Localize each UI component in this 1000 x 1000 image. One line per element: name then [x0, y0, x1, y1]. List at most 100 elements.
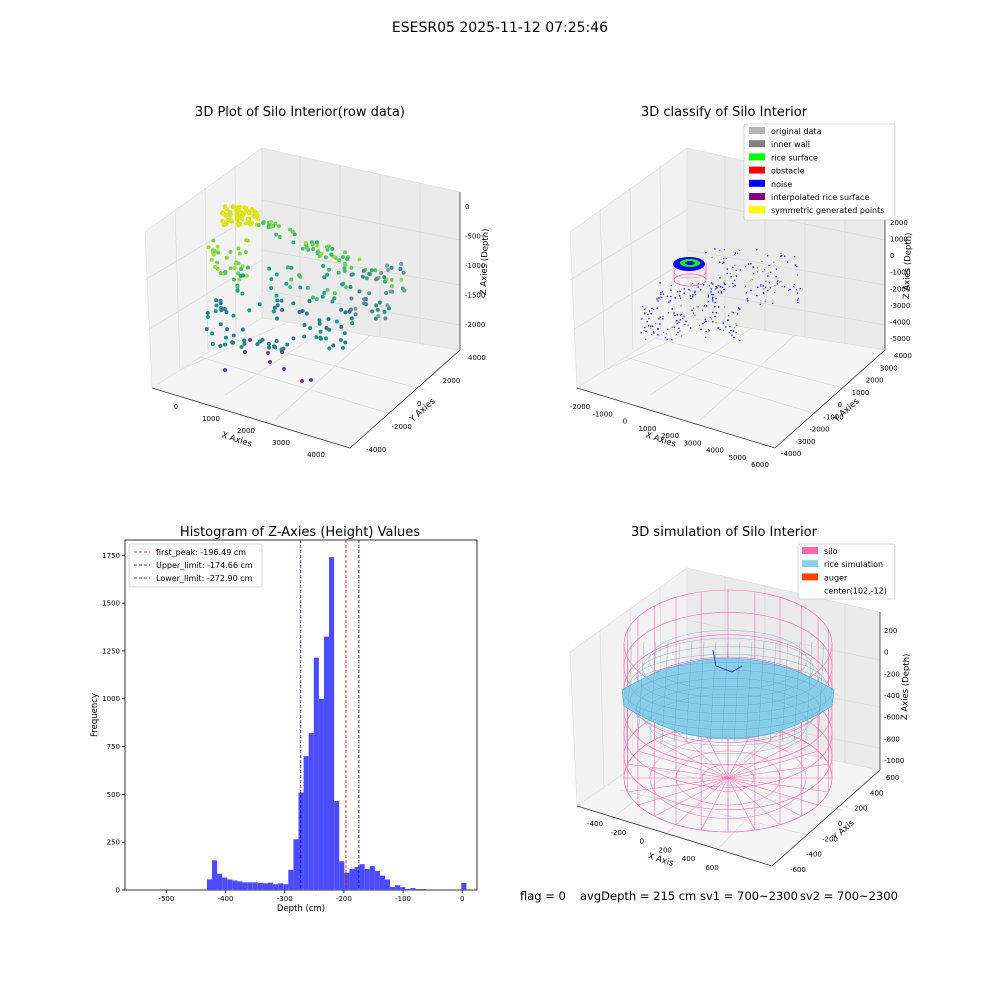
raw-point [298, 285, 303, 290]
raw-point [240, 264, 245, 269]
simulation-3d-plot[interactable]: 3D simulation of Silo Interior -400-2000… [569, 525, 912, 874]
raw-point [329, 252, 334, 257]
rice-mesh-line [649, 641, 657, 743]
classify-point [735, 269, 737, 272]
classify-point [691, 283, 694, 285]
histogram-chart[interactable]: Histogram of Z-Axies (Height) Values -50… [90, 525, 478, 914]
simulation-z-tick-label: -200 [884, 670, 900, 678]
classify-z-tick-label: -2000 [890, 285, 910, 293]
classify-point [644, 326, 646, 329]
raw-x-ticks: 0 1000 2000 3000 4000 [174, 403, 325, 459]
classify-legend: original data inner wall rice surface obsta… [743, 123, 896, 221]
raw-point [268, 360, 272, 364]
classify-point [645, 338, 647, 340]
raw-point [389, 265, 394, 270]
classify-point [737, 252, 739, 254]
raw-point [280, 350, 284, 354]
rice-mesh-line [625, 641, 633, 743]
raw-point [274, 232, 279, 237]
histogram-bar [283, 884, 289, 890]
raw-point [300, 379, 304, 383]
raw-3d-plot[interactable]: 3D Plot of Silo Interior(row data) 0 1000… [144, 105, 491, 459]
raw-point [228, 266, 233, 271]
classify-point [734, 264, 736, 267]
histogram-y-tick-label: 500 [107, 791, 120, 799]
raw-z-tick-label: 0 [465, 203, 469, 211]
classify-point [723, 258, 725, 260]
histogram-bar [385, 879, 391, 890]
raw-point [302, 322, 307, 327]
classify-x-tick-label: 2000 [661, 432, 679, 440]
status-sv2: sv2 = 700~2300 [800, 889, 898, 903]
raw-point [235, 221, 241, 226]
classify-point [764, 300, 767, 303]
classify-point [734, 252, 736, 254]
classify-point [704, 336, 707, 338]
simulation-y-tick-label: 400 [870, 789, 883, 797]
raw-y-tick-label: 2000 [443, 377, 461, 385]
raw-point [267, 266, 272, 271]
classify-3d-plot[interactable]: 3D classify of Silo Interior -2000-10000… [569, 105, 914, 469]
classify-point [661, 291, 664, 293]
raw-point [308, 325, 313, 330]
classify-point [677, 291, 679, 293]
classify-point [760, 285, 762, 288]
classify-point [715, 285, 717, 288]
classify-legend-label: symmetric generated points [771, 206, 884, 215]
histogram-x-tick-label: -500 [158, 895, 174, 903]
classify-point [768, 282, 771, 284]
raw-point [218, 301, 223, 306]
classify-point [694, 293, 697, 296]
raw-point [402, 288, 407, 293]
simulation-x-tick-label: -200 [610, 829, 626, 837]
classify-point [738, 307, 740, 309]
raw-point [386, 306, 391, 311]
raw-x-tick-label: 3000 [272, 439, 290, 447]
classify-point [712, 283, 714, 285]
classify-point [735, 323, 737, 325]
classify-legend-label: noise [771, 180, 792, 189]
classify-point [736, 324, 738, 326]
rice-mesh-line [817, 641, 825, 743]
classify-point [657, 328, 660, 330]
raw-point [205, 314, 210, 319]
classify-point [723, 288, 725, 291]
classify-point [684, 323, 686, 326]
raw-point [362, 301, 367, 306]
raw-point [310, 242, 315, 247]
rice-mesh-ring [636, 678, 820, 738]
histogram-bar [339, 861, 345, 890]
rice-mesh-line [757, 641, 765, 743]
classify-point [724, 283, 726, 286]
raw-z-ticks: 0 -500 -1000 -1500 -2000 [465, 203, 485, 329]
classify-point [717, 285, 719, 287]
raw-point [242, 338, 247, 343]
histogram-y-tick-label: 1500 [102, 600, 120, 608]
classify-point [722, 322, 724, 324]
raw-point [269, 286, 274, 291]
classify-point [763, 288, 765, 290]
classify-y-ticks: 4000 3000 2000 1000 0 -1000 -2000 -3000 -4000 [781, 352, 912, 458]
classify-point [714, 306, 716, 308]
histogram-legend-label: Lower_limit: -272.90 cm [156, 574, 253, 583]
classify-point [651, 325, 654, 327]
raw-point [288, 227, 293, 232]
simulation-x-tick-label: 400 [682, 855, 695, 863]
classify-point [650, 325, 652, 327]
histogram-x-tick-label: -300 [277, 895, 293, 903]
raw-point [224, 255, 229, 260]
classify-legend-label: obstacle [771, 167, 805, 176]
classify-z-label: Z Axies (Depth) [902, 232, 914, 299]
classify-point [700, 328, 702, 330]
classify-legend-swatch [749, 193, 765, 200]
classify-point [728, 331, 730, 334]
classify-x-ticks: -2000-1000 0 1000 2000 3000 4000 5000 6000 [570, 403, 769, 469]
raw-point [389, 277, 394, 282]
raw-point [211, 238, 216, 243]
classify-point [750, 289, 752, 292]
raw-point [285, 342, 290, 347]
classify-point [726, 272, 728, 275]
classify-point [709, 316, 712, 319]
classify-point [710, 318, 712, 320]
classify-z-tick-label: -3000 [890, 302, 910, 310]
